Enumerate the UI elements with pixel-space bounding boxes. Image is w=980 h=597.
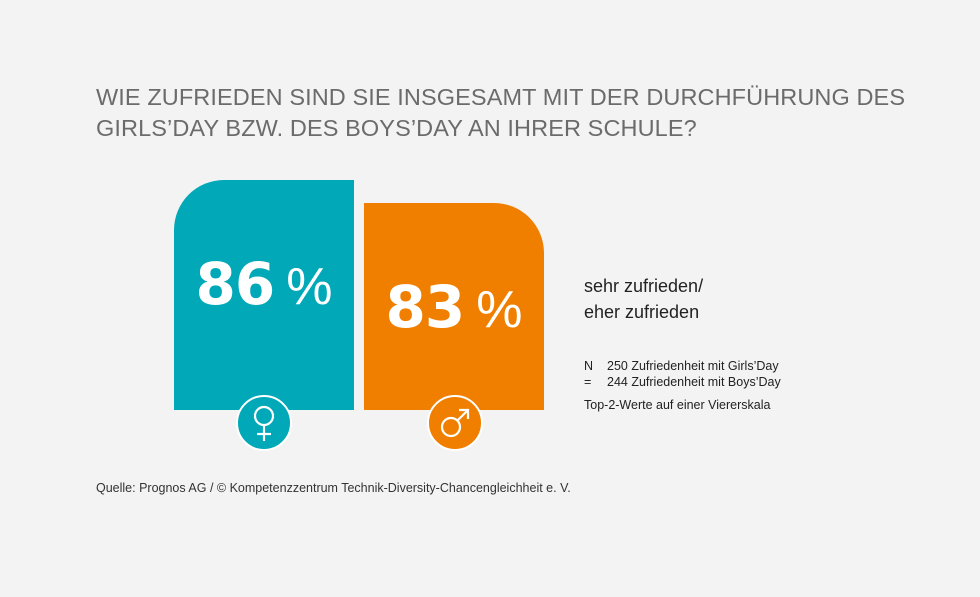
scale-note: Top-2-Werte auf einer Viererskala [584,398,771,412]
male-symbol-icon [427,395,483,451]
bar-male: 83% [364,203,544,410]
legend: sehr zufrieden/ eher zufrieden [584,273,703,325]
legend-line-2: eher zufrieden [584,302,700,322]
data-label-female: 86% [195,250,333,318]
legend-line-1: sehr zufrieden/ [584,276,704,296]
chart-title: WIE ZUFRIEDEN SIND SIE INSGESAMT MIT DER… [96,84,906,141]
data-label-male: 83% [385,273,523,341]
female-symbol-icon [236,395,292,451]
sample-row-boys: 244 Zufriedenheit mit Boys’Day [607,375,781,389]
sample-row-girls: 250 Zufriedenheit mit Girls’Day [607,359,779,373]
sample-label: N = [584,359,594,389]
bar-female: 86% [174,180,354,410]
source-note: Quelle: Prognos AG / © Kompetenzzentrum … [96,481,571,495]
